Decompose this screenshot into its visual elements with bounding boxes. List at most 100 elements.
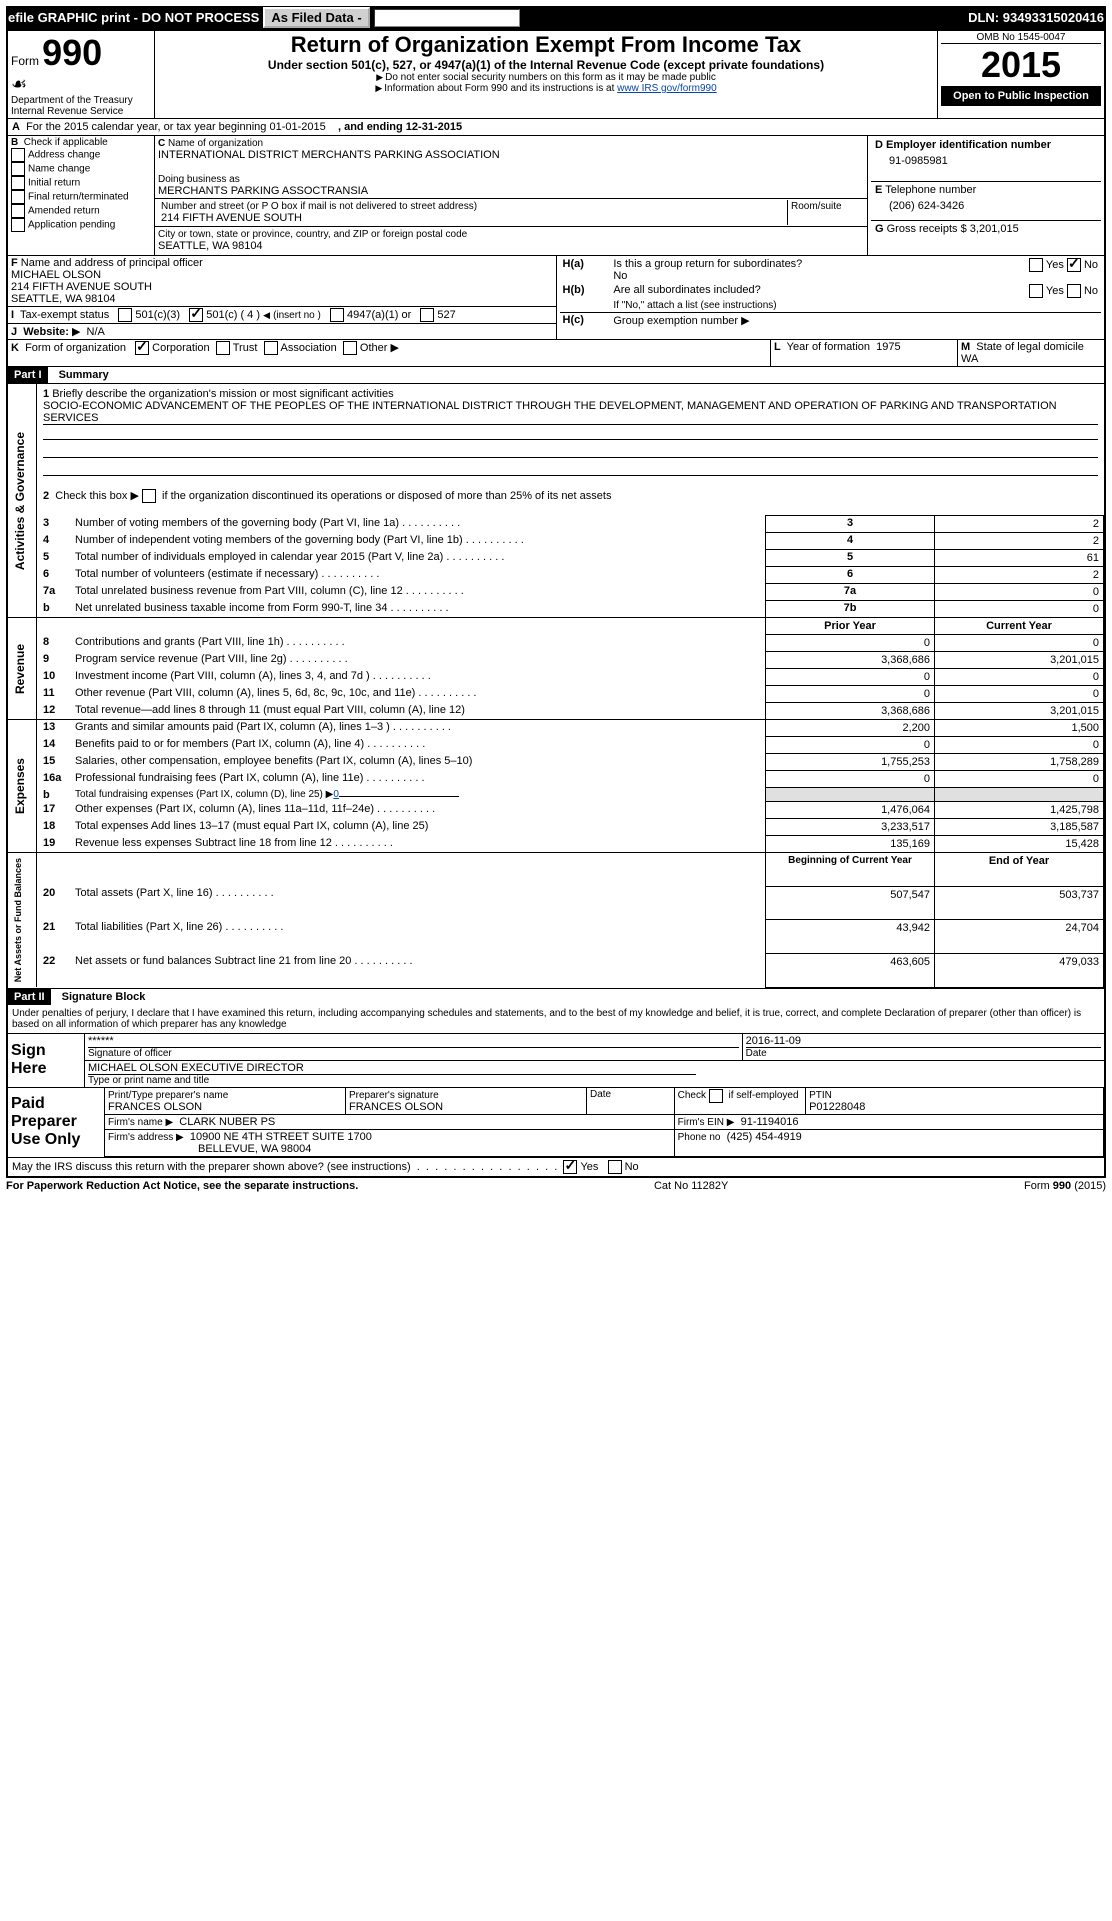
ptin-value: P01228048 xyxy=(809,1101,865,1113)
exp-t-14: Benefits paid to or for members (Part IX… xyxy=(75,738,425,750)
exp-n-16b: b xyxy=(37,788,73,802)
sig-officer-label: Signature of officer xyxy=(88,1047,739,1059)
check-corp[interactable] xyxy=(135,341,149,355)
rev-t-12: Total revenue—add lines 8 through 11 (mu… xyxy=(72,703,766,720)
vlabel-netassets: Net Assets or Fund Balances xyxy=(11,854,25,986)
gov-n-6: 6 xyxy=(37,567,73,584)
check-initial[interactable] xyxy=(11,176,25,190)
net-p-21: 43,942 xyxy=(766,920,935,954)
phone-value: (206) 624-3426 xyxy=(871,198,1101,214)
prep-check-text: Check if self-employed xyxy=(678,1090,799,1101)
rev-c-12: 3,201,015 xyxy=(935,703,1104,720)
check-amended[interactable] xyxy=(11,204,25,218)
d-label: D xyxy=(875,139,883,151)
hb-yes-check[interactable] xyxy=(1029,284,1043,298)
lbl-other: Other xyxy=(360,342,388,354)
discuss-text: May the IRS discuss this return with the… xyxy=(12,1161,411,1173)
exp-c-17: 1,425,798 xyxy=(935,802,1104,819)
check-self-employed[interactable] xyxy=(709,1089,723,1103)
net-row: 22 Net assets or fund balances Subtract … xyxy=(8,954,1104,988)
part1-header-row: Part I Summary xyxy=(8,366,1104,383)
l-label: L xyxy=(774,341,781,353)
city-label: City or town, state or province, country… xyxy=(158,229,467,240)
officer-block: F Name and address of principal officer … xyxy=(8,255,1104,339)
form-outer: Form 990 ☙ Department of the Treasury In… xyxy=(6,29,1106,1178)
room-label: Room/suite xyxy=(788,200,865,225)
note-ssn: Do not enter social security numbers on … xyxy=(385,72,716,83)
exp-p-18: 3,233,517 xyxy=(766,819,935,836)
gov-t-6: Total number of volunteers (estimate if … xyxy=(75,568,379,580)
check-assoc[interactable] xyxy=(264,341,278,355)
gov-n-5: 5 xyxy=(37,550,73,567)
check-other[interactable] xyxy=(343,341,357,355)
exp-c-18: 3,185,587 xyxy=(935,819,1104,836)
discuss-no-check[interactable] xyxy=(608,1160,622,1174)
form-subtitle: Under section 501(c), 527, or 4947(a)(1)… xyxy=(158,58,934,72)
discuss-yes-check[interactable] xyxy=(563,1160,577,1174)
check-501c[interactable] xyxy=(189,308,203,322)
exp-row: b Total fundraising expenses (Part IX, c… xyxy=(8,788,1104,802)
part1-title: Summary xyxy=(51,369,109,381)
firm-phone: (425) 454-4919 xyxy=(727,1131,802,1143)
sig-date-label: Date xyxy=(746,1047,1101,1059)
rev-t-11: Other revenue (Part VIII, column (A), li… xyxy=(75,687,476,699)
gov-t-7a: Total unrelated business revenue from Pa… xyxy=(75,585,464,597)
lbl-501c-note: (insert no ) xyxy=(273,310,321,321)
f-label: F xyxy=(11,257,18,269)
check-name-change[interactable] xyxy=(11,162,25,176)
gov-row: 3 Number of voting members of the govern… xyxy=(8,516,1104,533)
line2-text: Check this box ▶ if the organization dis… xyxy=(55,490,611,502)
street-label: Number and street (or P O box if mail is… xyxy=(161,201,477,212)
irs-link[interactable]: www IRS gov/form990 xyxy=(617,83,716,94)
hb-no-check[interactable] xyxy=(1067,284,1081,298)
mission-text: SOCIO-ECONOMIC ADVANCEMENT OF THE PEOPLE… xyxy=(43,400,1098,425)
c-name-label: Name of organization xyxy=(168,138,263,149)
exp-row: 14 Benefits paid to or for members (Part… xyxy=(8,737,1104,754)
exp-p-16a: 0 xyxy=(766,771,935,788)
klm-block: K Form of organization Corporation Trust… xyxy=(8,339,1104,366)
as-filed-button[interactable]: As Filed Data - xyxy=(263,7,369,28)
check-final[interactable] xyxy=(11,190,25,204)
exp-n-19: 19 xyxy=(37,836,73,853)
ha-yes-check[interactable] xyxy=(1029,258,1043,272)
exp-t-13: Grants and similar amounts paid (Part IX… xyxy=(75,721,451,733)
check-527[interactable] xyxy=(420,308,434,322)
check-trust[interactable] xyxy=(216,341,230,355)
city-value: SEATTLE, WA 98104 xyxy=(158,240,263,252)
check-4947[interactable] xyxy=(330,308,344,322)
gov-t-5: Total number of individuals employed in … xyxy=(75,551,504,563)
gov-row: 4 Number of independent voting members o… xyxy=(8,533,1104,550)
lbl-final: Final return/terminated xyxy=(28,192,129,203)
prep-name: FRANCES OLSON xyxy=(108,1101,202,1113)
gov-n-7a: 7a xyxy=(37,584,73,601)
d-header: Employer identification number xyxy=(886,139,1051,151)
k-header: Form of organization xyxy=(25,342,126,354)
rev-row: 9 Program service revenue (Part VIII, li… xyxy=(8,652,1104,669)
prep-name-label: Print/Type preparer's name xyxy=(108,1090,228,1101)
part1-badge: Part I xyxy=(8,367,48,383)
firm-phone-label: Phone no xyxy=(678,1132,721,1143)
lbl-initial: Initial return xyxy=(28,178,80,189)
ptin-label: PTIN xyxy=(809,1090,832,1101)
firm-name-label: Firm's name ▶ xyxy=(108,1117,173,1128)
ha-no-check[interactable] xyxy=(1067,258,1081,272)
net-t-22: Net assets or fund balances Subtract lin… xyxy=(75,955,413,967)
gov-b-7b: 7b xyxy=(766,601,935,618)
net-n-21: 21 xyxy=(37,920,73,954)
check-501c3[interactable] xyxy=(118,308,132,322)
check-pending[interactable] xyxy=(11,218,25,232)
col-end: End of Year xyxy=(935,853,1104,887)
check-address-change[interactable] xyxy=(11,148,25,162)
line2-num: 2 xyxy=(43,490,49,502)
exp-sub-16b[interactable]: 0 xyxy=(333,789,339,800)
part2-badge: Part II xyxy=(8,989,51,1005)
as-filed-input[interactable] xyxy=(374,9,520,27)
b-label: B xyxy=(11,137,18,148)
sig-name: MICHAEL OLSON EXECUTIVE DIRECTOR xyxy=(88,1062,696,1075)
exp-t-16b: Total fundraising expenses (Part IX, col… xyxy=(75,789,333,800)
rev-n-12: 12 xyxy=(37,703,73,720)
state-domicile: WA xyxy=(961,353,978,365)
check-discontinued[interactable] xyxy=(142,489,156,503)
vlabel-revenue: Revenue xyxy=(11,640,29,698)
line-a-text1: For the 2015 calendar year, or tax year … xyxy=(26,121,326,133)
